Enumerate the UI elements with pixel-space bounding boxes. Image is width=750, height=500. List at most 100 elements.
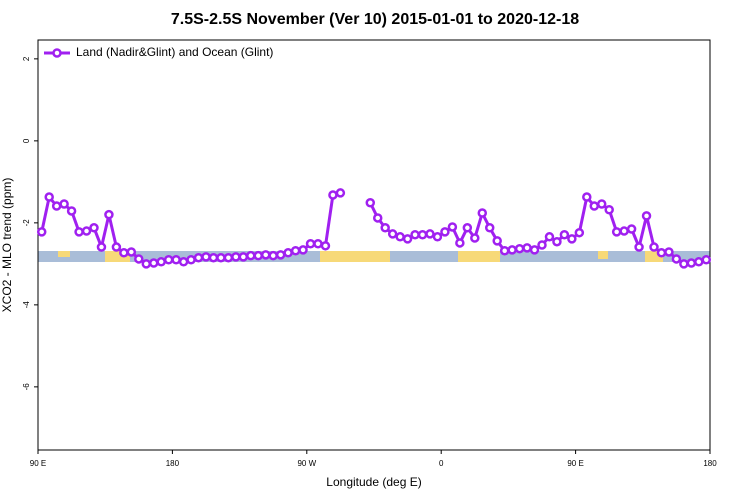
data-point (201, 252, 211, 262)
data-point (380, 223, 390, 233)
data-point (611, 227, 622, 237)
data-point (305, 239, 316, 249)
data-point (283, 248, 293, 258)
data-point (432, 232, 443, 242)
data-point (641, 211, 652, 221)
data-point (328, 190, 338, 200)
x-tick-label: 90 E (567, 459, 583, 468)
data-point (529, 245, 540, 255)
data-point (186, 255, 196, 265)
data-point (59, 199, 69, 209)
x-axis-label: Longitude (deg E) (326, 475, 421, 489)
data-point (589, 201, 600, 211)
data-point (387, 229, 398, 239)
data-point (119, 248, 129, 258)
data-point (141, 259, 152, 269)
data-point (544, 232, 555, 242)
x-tick-label: 90 E (30, 459, 46, 468)
data-point (567, 234, 577, 244)
land-strip (105, 251, 130, 262)
data-point (492, 236, 502, 246)
data-point (171, 255, 181, 265)
x-tick-label: 180 (703, 459, 717, 468)
data-point (686, 258, 697, 268)
data-point (455, 238, 465, 248)
data-point (552, 236, 562, 247)
data-point (238, 252, 249, 262)
data-point (111, 242, 122, 252)
data-point (582, 192, 592, 202)
data-point (522, 243, 532, 253)
data-point (36, 227, 47, 237)
land-strip (598, 251, 608, 259)
data-point (66, 206, 77, 216)
data-point (619, 226, 629, 236)
data-point (372, 213, 383, 223)
data-point (223, 252, 234, 263)
data-point (664, 247, 674, 257)
y-tick-label: -6 (22, 383, 31, 391)
data-point (656, 248, 667, 258)
data-point (275, 250, 286, 260)
data-point (44, 192, 54, 202)
data-point (156, 257, 166, 267)
data-point (51, 201, 62, 211)
data-point (216, 252, 226, 263)
data-point (679, 259, 689, 269)
land-strip (645, 251, 663, 262)
y-tick-label: 2 (22, 56, 31, 61)
data-point (335, 188, 346, 198)
data-point (462, 223, 473, 233)
y-axis-label: XCO2 - MLO trend (ppm) (0, 178, 14, 313)
data-point (395, 232, 405, 242)
data-point (163, 255, 174, 265)
data-point (634, 242, 644, 252)
data-point (402, 234, 413, 244)
data-point (596, 199, 607, 209)
data-point (246, 250, 256, 261)
plot-frame (37, 39, 711, 451)
data-point (440, 227, 450, 237)
legend-label: Land (Nadir&Glint) and Ocean (Glint) (76, 45, 273, 59)
data-point (365, 198, 376, 208)
data-point (96, 242, 107, 252)
data-point (268, 250, 278, 261)
data-point (701, 255, 712, 265)
data-point (134, 254, 144, 264)
data-point (253, 250, 264, 261)
land-strip (320, 251, 390, 262)
chart-title: 7.5S-2.5S November (Ver 10) 2015-01-01 t… (171, 11, 579, 28)
y-tick-label: 0 (22, 138, 31, 143)
data-point (89, 223, 99, 233)
land-strip (58, 251, 70, 257)
data-point (410, 230, 420, 240)
data-point (559, 230, 570, 240)
x-tick-label: 0 (439, 459, 444, 468)
data-point (231, 252, 241, 262)
x-tick-label: 180 (166, 459, 180, 468)
data-point (507, 245, 517, 255)
x-tick-label: 90 W (297, 459, 316, 468)
data-point (260, 250, 271, 260)
data-point (313, 239, 323, 249)
data-point (484, 223, 495, 233)
data-point (537, 240, 547, 250)
data-point (104, 209, 114, 220)
data-point (193, 252, 204, 263)
data-point (208, 252, 219, 263)
data-point (694, 257, 704, 267)
data-point (671, 254, 682, 264)
data-point (417, 230, 428, 240)
data-point (649, 242, 659, 252)
data-point (447, 222, 458, 232)
data-point (290, 245, 301, 256)
data-point (626, 224, 637, 234)
legend-marker (52, 48, 62, 58)
data-point (74, 227, 84, 237)
data-point (477, 208, 488, 218)
data-point (499, 245, 510, 256)
y-tick-label: -2 (22, 219, 31, 227)
land-strip (458, 251, 500, 262)
data-point (81, 226, 92, 236)
